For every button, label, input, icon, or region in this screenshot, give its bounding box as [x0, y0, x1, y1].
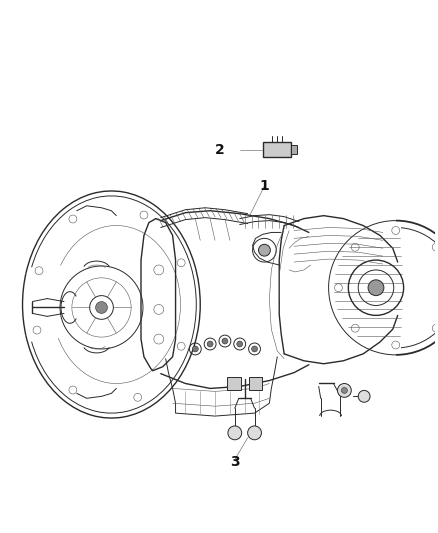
- Circle shape: [358, 390, 370, 402]
- Circle shape: [337, 384, 351, 397]
- Circle shape: [237, 341, 243, 347]
- Circle shape: [192, 346, 198, 352]
- Circle shape: [228, 426, 242, 440]
- Text: 1: 1: [260, 179, 269, 193]
- Circle shape: [247, 426, 261, 440]
- Circle shape: [342, 387, 347, 393]
- Circle shape: [368, 280, 384, 296]
- Circle shape: [207, 341, 213, 347]
- Circle shape: [222, 338, 228, 344]
- Circle shape: [95, 302, 107, 313]
- Polygon shape: [227, 377, 241, 390]
- Polygon shape: [263, 142, 291, 157]
- Text: 3: 3: [230, 456, 240, 470]
- Circle shape: [251, 346, 258, 352]
- Circle shape: [258, 244, 270, 256]
- Polygon shape: [249, 377, 262, 390]
- Polygon shape: [291, 144, 297, 155]
- Text: 2: 2: [215, 142, 225, 157]
